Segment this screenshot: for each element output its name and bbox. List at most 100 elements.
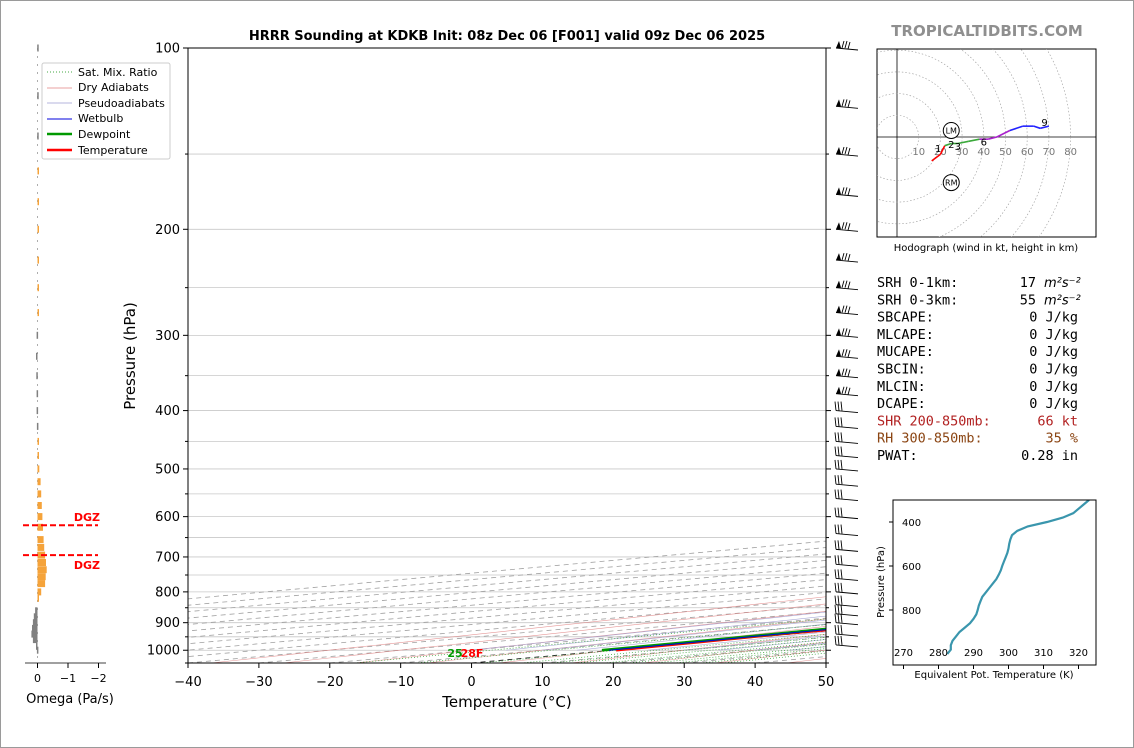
wind-barb-pennant [836, 305, 841, 313]
wind-barb-icon [834, 417, 859, 429]
wind-barb-feather [840, 475, 843, 485]
theta-e-x-tick-label: 270 [894, 648, 913, 659]
wind-barb-pennant [836, 253, 841, 261]
x-tick-label: −30 [245, 675, 272, 690]
y-tick-label: 100 [155, 42, 180, 57]
hodograph-trace-segment [931, 153, 941, 162]
hodograph-ring [877, 115, 919, 159]
wind-barb-staff [835, 604, 859, 608]
omega-bar [32, 624, 38, 632]
index-value: 0 J/kg [1029, 396, 1078, 412]
storm-motion-marker-icon [942, 121, 960, 139]
wind-barb-pennant [836, 328, 841, 336]
omega-bar [37, 452, 39, 459]
hodograph-ring-label: 10 [912, 147, 925, 158]
hodograph-ring-label: 70 [1043, 147, 1056, 158]
y-tick-label: 300 [155, 329, 180, 344]
hodograph-ring [877, 93, 941, 181]
wind-barb-icon [834, 524, 859, 536]
omega-bar [37, 465, 40, 473]
wind-barb-feather [847, 369, 851, 377]
wind-barb-feather [837, 459, 840, 469]
wind-barb-staff [835, 355, 859, 359]
hodograph-ring-label: 80 [1064, 147, 1077, 158]
omega-bar [37, 309, 39, 317]
wind-barb-icon [834, 613, 859, 626]
omega-bar [37, 284, 39, 292]
omega-bar [37, 594, 39, 602]
wind-barb-feather [837, 524, 840, 534]
wind-barb-staff [835, 548, 859, 552]
hodograph-height-label: 9 [1041, 118, 1047, 129]
sounding-indices: SRH 0-1km: 17 m²s⁻² SRH 0-3km: 55 m²s⁻² SBCAPE… [877, 275, 1081, 464]
wind-barb-feather [841, 328, 845, 336]
y-tick-label: 200 [155, 223, 180, 238]
hodograph-height-label: 1 [935, 144, 941, 155]
hodograph-frame [876, 48, 1097, 238]
wind-barb-staff [835, 375, 859, 379]
wind-barb-feather [837, 555, 840, 565]
wind-barb-staff [835, 334, 859, 338]
legend-label-temperature: Temperature [77, 144, 148, 157]
theta-e-y-tick-label: 400 [902, 518, 921, 529]
theta-e-panel: 270 280 290 300 310 320 400 600 800 [889, 500, 1090, 669]
wind-barb-feather [834, 417, 837, 427]
wind-barb-pennant [836, 187, 841, 195]
wind-barb-feather [841, 187, 845, 195]
legend-label-mixing-ratio: Sat. Mix. Ratio [78, 66, 158, 79]
omega-bar [31, 630, 38, 638]
legend-label-dewpoint: Dewpoint [78, 128, 131, 141]
isotherm--120 [188, 553, 826, 613]
wind-barb-staff [835, 440, 859, 444]
omega-bar [37, 573, 46, 581]
wind-barb-feather [834, 625, 837, 635]
hodograph-trace-segment [1033, 125, 1041, 130]
index-value: 66 kt [1037, 413, 1078, 429]
wind-barb-feather [840, 595, 843, 605]
hodograph-ring-label: 50 [999, 147, 1012, 158]
omega-bar [36, 422, 39, 430]
skewt-x-axis-label: Temperature (°C) [441, 693, 571, 711]
x-tick-label: 0 [467, 675, 475, 690]
wind-barb-feather [840, 459, 843, 469]
x-tick-label: 30 [676, 675, 693, 690]
x-tick-label: 20 [605, 675, 622, 690]
omega-bar [36, 642, 38, 650]
surface-temperature-label: 28F [461, 647, 484, 660]
wind-barb-feather [834, 524, 837, 534]
wind-barb-feather [834, 595, 837, 605]
hodograph-ring [1010, 49, 1050, 237]
theta-e-x-tick-label: 310 [1034, 648, 1053, 659]
wind-barb-pennant [836, 368, 841, 376]
wind-barb-pennant [836, 222, 841, 230]
theta-e-y-axis-label: Pressure (hPa) [876, 546, 887, 618]
omega-bar [36, 646, 39, 654]
isotherm--140 [188, 540, 826, 600]
omega-bar [37, 198, 39, 206]
wind-barb-staff [835, 533, 859, 536]
hodograph-trace-segment [957, 140, 969, 145]
wind-barb-feather [847, 306, 851, 314]
wind-barb-icon [834, 569, 859, 581]
omega-bar [37, 132, 39, 140]
watermark: TROPICALTIDBITS.COM [891, 22, 1083, 40]
omega-x-tick-label: −1 [60, 672, 76, 685]
wind-barb-staff [835, 105, 859, 109]
mixing-ratio-line [521, 633, 826, 663]
wind-barb-icon [834, 489, 859, 502]
wind-barb-staff [835, 516, 859, 520]
hodograph-ring-label: 40 [977, 147, 990, 158]
omega-panel: DGZ DGZ 0 −1 −2 [23, 44, 107, 685]
wind-barb-staff [835, 633, 859, 637]
x-tick-label: 10 [534, 675, 551, 690]
storm-motion-label: RM [945, 179, 958, 188]
wind-barb-feather [834, 459, 837, 469]
omega-bar [37, 478, 41, 486]
wind-barb-feather [834, 635, 837, 646]
wind-barb-feather [841, 368, 845, 376]
wind-barb-staff [835, 591, 859, 595]
skewt-legend: Sat. Mix. Ratio Dry Adiabats Pseudoadiab… [41, 62, 171, 160]
wind-barb-feather [840, 489, 843, 499]
hodograph-plot: 10 20 30 40 50 60 70 80 1 2 3 6 9 LM RM [877, 49, 1096, 237]
